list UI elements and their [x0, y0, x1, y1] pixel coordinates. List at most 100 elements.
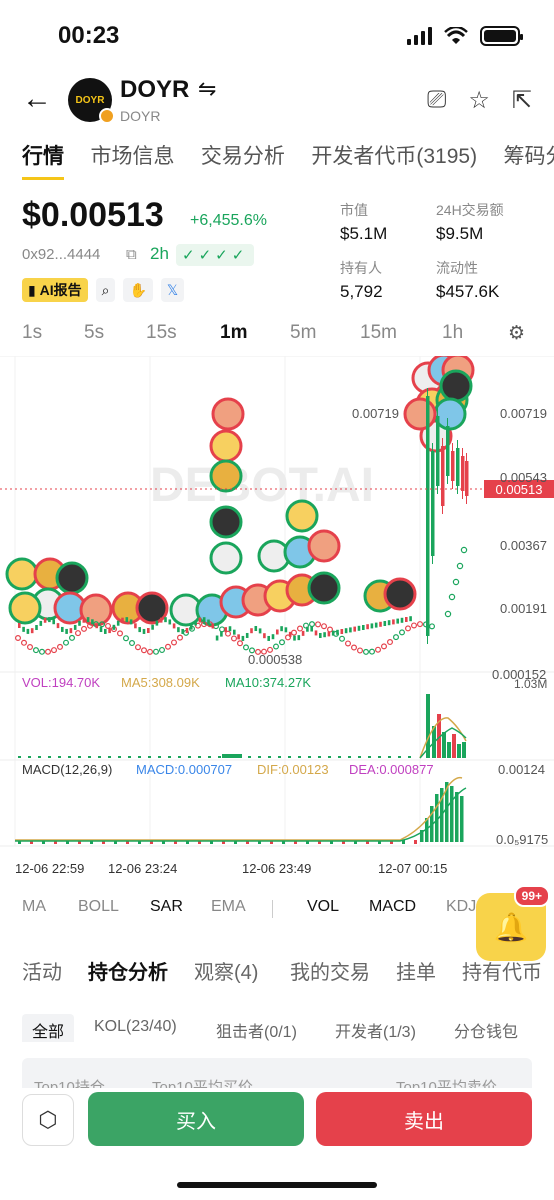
trader-avatar — [211, 397, 245, 431]
volume-bar — [98, 756, 101, 758]
stat-label: 流动性 — [436, 260, 478, 276]
candle — [151, 624, 154, 630]
interval-15m[interactable]: 15m — [360, 322, 397, 343]
sar-dot — [86, 622, 93, 629]
indicator-macd[interactable]: MACD — [369, 898, 417, 915]
volume-bar — [198, 756, 201, 758]
tab-dev-tokens[interactable]: 开发者代币(3195) — [311, 145, 478, 168]
candle — [362, 625, 365, 630]
tab-market-info[interactable]: 市场信息 — [90, 145, 175, 168]
candle — [301, 630, 305, 636]
candle — [344, 628, 348, 634]
x-icon[interactable]: 𝕏 — [160, 278, 185, 302]
tab-holdings-analysis[interactable]: 持仓分析 — [88, 956, 168, 985]
sar-dot — [309, 621, 316, 628]
indicator-boll[interactable]: BOLL — [78, 898, 119, 915]
tab-my-trades[interactable]: 我的交易 — [290, 962, 370, 984]
candle — [95, 623, 98, 629]
sar-dot — [375, 646, 382, 653]
macd-bar — [425, 818, 429, 842]
candle — [86, 617, 90, 623]
hand-icon[interactable]: ✋ — [123, 278, 153, 302]
star-icon[interactable]: ☆ — [468, 87, 490, 114]
stat-liquidity: 流动性 $457.6K — [436, 258, 499, 302]
dea-value: DEA:0.000877 — [349, 762, 434, 777]
filter-snipers[interactable]: 狙击者(0/1) — [216, 1024, 297, 1041]
interval-1h[interactable]: 1h — [442, 322, 464, 343]
buy-button[interactable]: 买入 — [88, 1092, 304, 1146]
volume-bar — [78, 756, 81, 758]
sar-dot — [261, 648, 268, 655]
filter-kol[interactable]: KOL(23/40) — [94, 1018, 177, 1035]
back-arrow-icon[interactable]: ← — [22, 82, 52, 115]
watch-chart-icon[interactable]: ⎚ — [427, 86, 447, 113]
sar-dot — [50, 647, 57, 654]
main-tabs: 行情 市场信息 交易分析 开发者代币(3195) 筹码分 — [0, 140, 554, 182]
candle — [254, 626, 258, 632]
axis-label-2: 0.00543 — [500, 470, 547, 485]
candle — [215, 635, 219, 641]
token-age: 2h — [150, 244, 169, 263]
swap-icon[interactable]: ⇋ — [198, 76, 217, 101]
candle — [48, 617, 51, 623]
volume-bar — [48, 756, 51, 758]
trade-action-bar: ⬡ 买入 卖出 — [0, 1088, 554, 1200]
tab-holding-tokens[interactable]: 持有代币 — [462, 962, 542, 984]
tab-market[interactable]: 行情 — [22, 140, 64, 180]
tab-orders[interactable]: 挂单 — [396, 962, 436, 984]
sar-dot — [243, 644, 250, 651]
indicator-ema[interactable]: EMA — [211, 898, 246, 915]
safety-checks[interactable]: ✓✓✓✓ — [176, 244, 255, 266]
copy-icon[interactable]: ⧉ — [126, 246, 137, 263]
candle — [198, 617, 202, 623]
filter-split-wallets[interactable]: 分仓钱包 — [454, 1024, 519, 1041]
sar-dot — [219, 626, 226, 633]
trader-avatar — [209, 541, 243, 575]
contract-address[interactable]: 0x92...4444 — [22, 246, 101, 263]
indicator-kdj[interactable]: KDJ — [446, 898, 477, 915]
candle — [288, 631, 292, 637]
indicator-vol[interactable]: VOL — [307, 898, 340, 915]
interval-15s[interactable]: 15s — [146, 322, 177, 343]
interval-1s[interactable]: 1s — [22, 322, 43, 343]
ai-report-button[interactable]: ▮ AI报告 — [22, 278, 88, 302]
tab-watch[interactable]: 观察(4) — [194, 962, 259, 984]
macd-bar — [270, 840, 273, 844]
macd-bar — [420, 830, 424, 842]
price-chart[interactable]: DEBOT.AI 0.00513 0.00719 0.00543 0.00367… — [0, 356, 554, 886]
filter-devs[interactable]: 开发者(1/3) — [335, 1024, 416, 1041]
volume-bar — [442, 732, 446, 758]
volume-bar — [278, 756, 281, 758]
sar-dot — [15, 635, 22, 642]
status-bar: 00:23 — [0, 0, 554, 72]
macd-bar — [414, 840, 417, 844]
search-icon[interactable]: ⌕ — [95, 278, 116, 302]
sar-dot — [315, 621, 322, 628]
alert-count-badge: 99+ — [513, 885, 550, 907]
indicator-ma[interactable]: MA — [22, 898, 46, 915]
share-icon[interactable]: ⇱ — [511, 87, 532, 114]
trader-avatar — [209, 505, 243, 539]
trader-avatar — [285, 499, 319, 533]
trade-settings-icon[interactable]: ⬡ — [22, 1094, 74, 1146]
tab-trade-analysis[interactable]: 交易分析 — [200, 145, 285, 168]
indicator-sar[interactable]: SAR — [150, 898, 183, 915]
candle — [241, 635, 245, 641]
candle — [22, 626, 25, 632]
interval-5s[interactable]: 5s — [84, 322, 105, 343]
candle — [456, 448, 460, 486]
chart-settings-icon[interactable]: ⚙ — [508, 323, 526, 344]
interval-1m[interactable]: 1m — [220, 322, 248, 343]
volume-bar — [18, 756, 21, 758]
tab-activity[interactable]: 活动 — [22, 962, 62, 984]
tab-chips[interactable]: 筹码分 — [503, 145, 554, 168]
filter-all[interactable]: 全部 — [22, 1014, 75, 1042]
sell-button[interactable]: 卖出 — [316, 1092, 532, 1146]
stat-value: $9.5M — [436, 224, 484, 243]
macd-bar — [294, 840, 297, 844]
macd-value: MACD:0.000707 — [136, 762, 232, 777]
candle — [323, 632, 326, 638]
interval-5m[interactable]: 5m — [290, 322, 317, 343]
candle — [52, 619, 55, 625]
alert-bell-button[interactable]: 🔔 99+ — [476, 885, 550, 961]
